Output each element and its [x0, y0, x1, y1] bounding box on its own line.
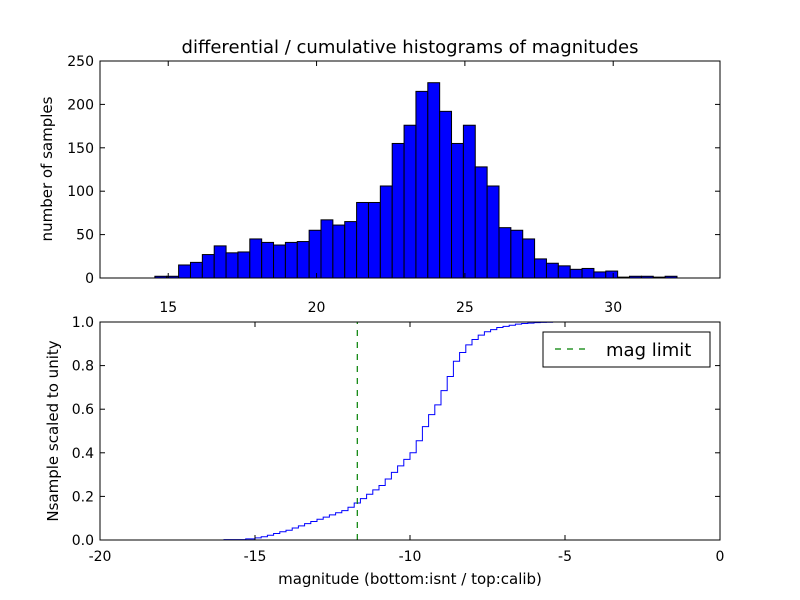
bottom-x-tick-label: -10 — [399, 549, 422, 565]
bottom-y-tick-label: 0.0 — [72, 533, 94, 549]
histogram-bar — [273, 244, 286, 279]
top-y-axis-label: number of samples — [38, 96, 56, 241]
histogram-bar — [545, 262, 559, 279]
histogram-bar — [486, 185, 500, 279]
histogram-bar — [308, 229, 322, 279]
histogram-bar — [605, 270, 619, 279]
top-y-tick-label: 150 — [67, 141, 94, 157]
top-y-tick-label: 100 — [67, 184, 94, 200]
top-x-tick-label: 30 — [604, 300, 622, 316]
bottom-x-tick-label: 0 — [716, 549, 725, 565]
histogram-bar — [391, 142, 405, 279]
bottom-y-tick-label: 0.6 — [72, 402, 94, 418]
histogram-bar — [332, 224, 346, 279]
histogram-bar — [510, 229, 524, 279]
histogram-bar — [284, 241, 298, 279]
top-y-tick-label: 250 — [67, 54, 94, 70]
histogram-bar — [344, 221, 358, 279]
bottom-x-tick-label: -5 — [558, 549, 572, 565]
histogram-bar — [237, 251, 251, 279]
histogram-bar — [379, 185, 393, 279]
legend-label-mag-limit: mag limit — [606, 340, 691, 361]
histogram-bar — [462, 124, 476, 279]
histogram-bar — [261, 241, 275, 279]
histogram-bar — [367, 201, 381, 279]
histogram-bar — [415, 90, 429, 279]
bottom-x-axis-label: magnitude (bottom:isnt / top:calib) — [278, 570, 542, 588]
histogram-bar — [320, 219, 334, 279]
histogram-bar — [213, 245, 227, 279]
top-x-tick-label: 20 — [308, 300, 326, 316]
top-x-tick-label: 15 — [159, 300, 177, 316]
histogram-bar — [427, 82, 441, 279]
histogram-bar — [474, 166, 488, 279]
histogram-bar — [403, 124, 417, 279]
top-chart-title: differential / cumulative histograms of … — [182, 37, 639, 58]
top-y-tick-label: 50 — [76, 228, 94, 244]
histogram-bar — [296, 241, 310, 279]
histogram-bar — [581, 267, 595, 279]
bottom-cumulative-plot: 0.0 0.2 0.4 0.6 0.8 1.0 -20 -15 -10 -5 0 — [72, 315, 725, 565]
top-y-tick-label: 200 — [67, 97, 94, 113]
histogram-bar — [201, 254, 215, 279]
bottom-x-tick-label: -15 — [244, 549, 267, 565]
top-plot-frame — [99, 60, 721, 279]
top-histogram-plot: 0 50 100 150 200 250 15 20 25 30 — [67, 54, 721, 316]
histogram-bar — [249, 238, 263, 279]
bottom-y-tick-label: 0.4 — [72, 446, 94, 462]
histogram-bar — [189, 261, 203, 279]
bottom-y-tick-label: 0.8 — [72, 359, 94, 375]
histogram-bar — [178, 264, 191, 279]
bottom-y-tick-label: 1.0 — [72, 315, 94, 331]
legend: mag limit — [542, 331, 711, 368]
histogram-bar — [356, 201, 369, 279]
bottom-y-tick-label: 0.2 — [72, 489, 94, 505]
histogram-bar — [225, 252, 239, 279]
histogram-bar — [534, 258, 547, 279]
histogram-bar — [569, 268, 583, 279]
cumulative-step-line — [100, 321, 721, 541]
histogram-bar — [439, 110, 453, 279]
bottom-y-axis-label: Nsample scaled to unity — [44, 340, 62, 521]
histogram-bar — [557, 265, 571, 279]
histogram-bar — [498, 227, 512, 279]
top-x-tick-label: 25 — [456, 300, 474, 316]
histogram-bar — [451, 142, 464, 279]
bottom-x-tick-label: -20 — [89, 549, 112, 565]
histogram-bar — [593, 271, 607, 279]
top-y-tick-label: 0 — [85, 271, 94, 287]
histogram-bar — [522, 238, 536, 279]
